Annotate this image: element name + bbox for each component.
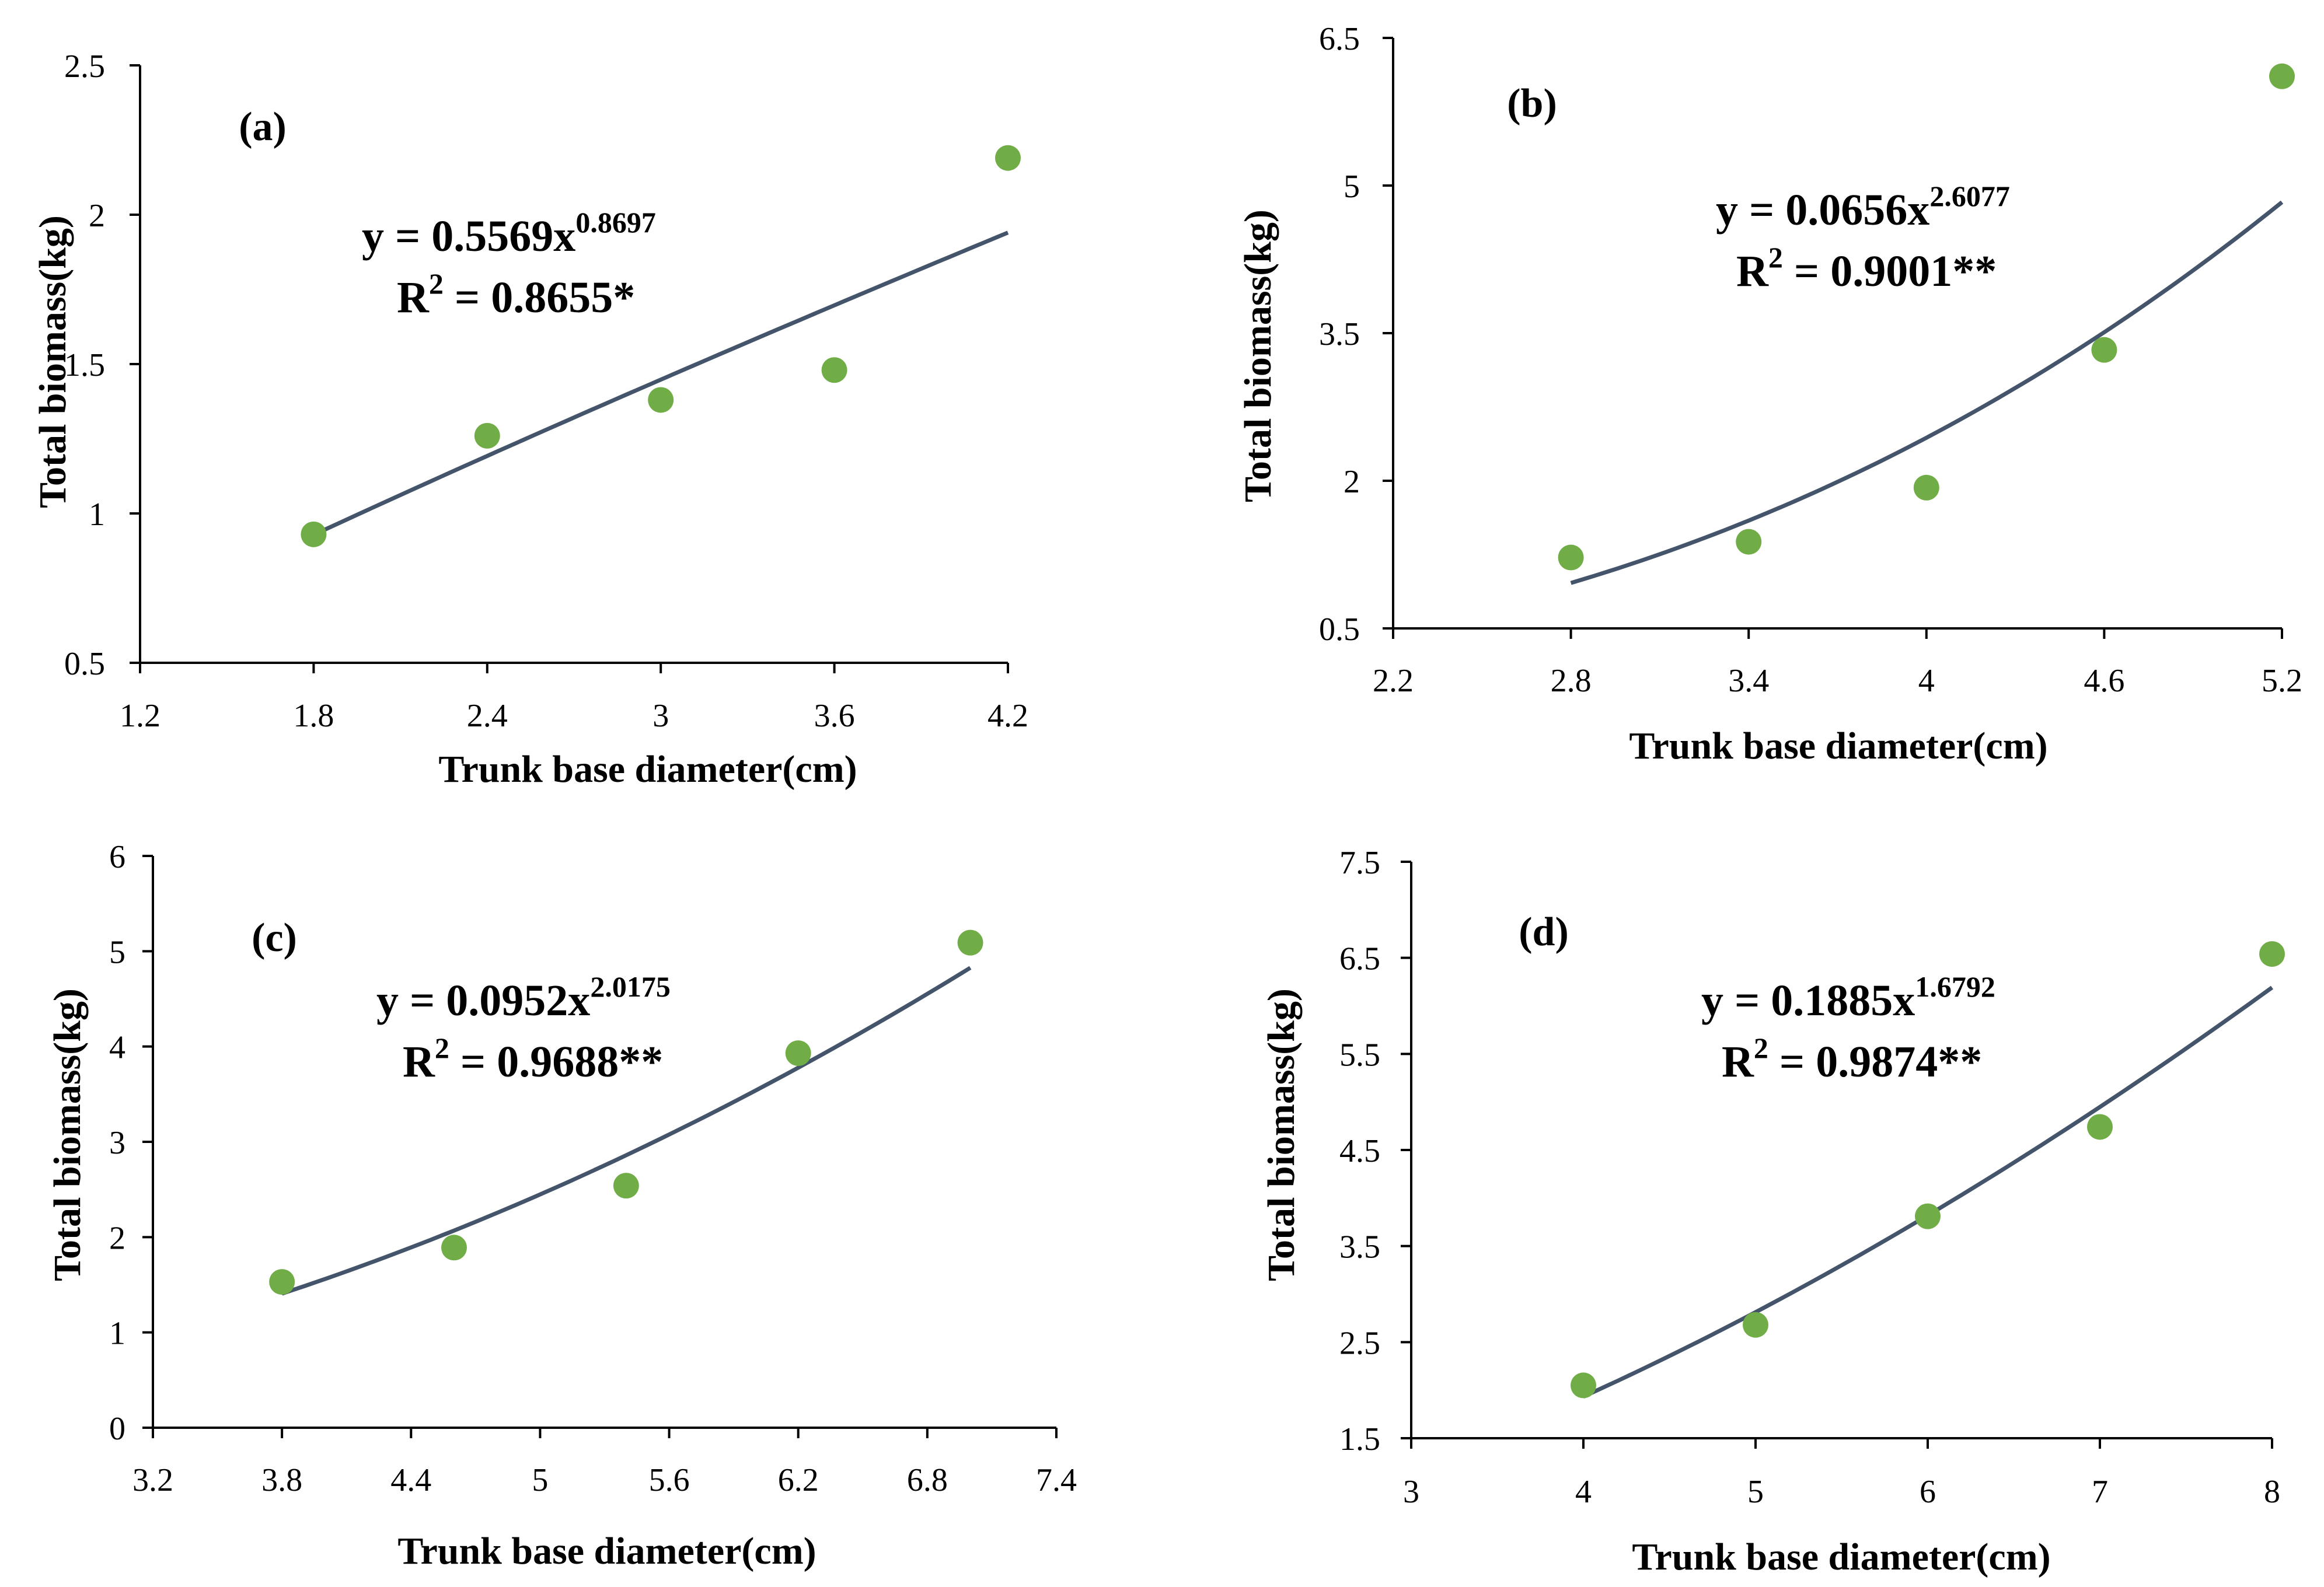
panel-label: (b) [1507, 81, 1557, 126]
y-tick-label: 5 [109, 934, 125, 970]
data-point [1913, 474, 1939, 501]
panel-a: 1.2 1.8 2.4 3 3.6 4.2 0.5 1 1.5 2 2.5 (a) Trunk base… [32, 48, 1028, 791]
panel-label: (c) [252, 915, 297, 960]
data-point [474, 422, 500, 449]
x-tick-label: 5 [532, 1462, 548, 1498]
x-axis-title: Trunk base diameter(cm) [438, 748, 857, 791]
x-tick-label: 3.6 [814, 698, 855, 734]
data-point [957, 929, 983, 956]
y-tick-label: 6 [109, 839, 125, 875]
fit-curve [281, 966, 972, 1296]
y-tick-label: 4 [109, 1030, 125, 1066]
x-tick-label: 1.8 [293, 698, 334, 734]
x-tick-label: 5 [1747, 1474, 1764, 1510]
data-point [2087, 1114, 2113, 1140]
x-tick-label: 8 [2264, 1474, 2280, 1510]
panel-label: (a) [239, 104, 287, 149]
y-tick-label: 5.5 [1339, 1037, 1380, 1073]
fit-equation: y = 0.0952x2.0175 [376, 970, 671, 1025]
x-tick-label: 3.8 [261, 1462, 302, 1498]
y-axis-title: Total biomass(kg) [46, 988, 89, 1281]
x-tick-label: 7 [2092, 1474, 2108, 1510]
y-tick-label: 1.5 [64, 347, 105, 383]
x-axis-title: Trunk base diameter(cm) [1632, 1536, 2050, 1578]
panel-d: 3 4 5 6 7 8 1.5 2.5 3.5 4.5 5.5 6.5 7.5 (d) Trunk base… [1260, 845, 2285, 1578]
data-point [2269, 63, 2295, 89]
x-tick-label: 4 [1918, 663, 1935, 699]
y-tick-label: 6.5 [1319, 21, 1360, 57]
y-tick-label: 1 [89, 497, 105, 533]
x-tick-label: 5.2 [2262, 663, 2302, 699]
x-tick-label: 5.6 [649, 1462, 690, 1498]
data-point [1571, 1372, 1596, 1399]
y-tick-label: 2 [89, 198, 105, 234]
r-squared: R2 = 0.9001** [1736, 241, 1997, 296]
x-tick-label: 6.2 [778, 1462, 819, 1498]
x-tick-label: 4.4 [390, 1462, 431, 1498]
data-point [613, 1173, 639, 1199]
data-point [301, 521, 327, 547]
y-tick-label: 0.5 [1319, 611, 1360, 648]
x-axis-title: Trunk base diameter(cm) [1629, 725, 2047, 767]
data-point [1558, 544, 1584, 571]
data-point [1743, 1312, 1768, 1338]
x-tick-label: 3 [1403, 1474, 1419, 1510]
y-tick-label: 2 [1344, 464, 1360, 500]
x-tick-label: 2.8 [1551, 663, 1592, 699]
y-tick-label: 4.5 [1339, 1133, 1380, 1169]
r-squared: R2 = 0.9688** [403, 1032, 663, 1086]
data-point [995, 145, 1021, 171]
y-tick-label: 3.5 [1339, 1229, 1380, 1266]
y-tick-label: 2.5 [64, 48, 105, 85]
y-axis-title: Total biomass(kg) [1237, 209, 1279, 502]
panel-b: 2.2 2.8 3.4 4 4.6 5.2 0.5 2 3.5 5 6.5 (b) Trunk base… [1237, 21, 2302, 767]
x-tick-label: 1.2 [120, 698, 160, 734]
data-point [441, 1235, 467, 1261]
x-tick-label: 4.6 [2084, 663, 2124, 699]
data-point [821, 357, 847, 383]
y-tick-label: 7.5 [1339, 845, 1380, 881]
data-point [1736, 529, 1762, 555]
y-tick-label: 1 [109, 1316, 125, 1352]
x-tick-label: 3 [652, 698, 669, 734]
y-tick-label: 2 [109, 1220, 125, 1256]
data-point [648, 387, 674, 413]
data-point [2091, 337, 2117, 363]
data-point [269, 1269, 295, 1295]
fit-equation: y = 0.0656x2.6077 [1716, 180, 2010, 235]
y-tick-label: 6.5 [1339, 941, 1380, 977]
x-tick-label: 6 [1920, 1474, 1936, 1510]
y-tick-label: 5 [1344, 169, 1360, 205]
fit-curve [1570, 200, 2284, 585]
x-tick-label: 4.2 [987, 698, 1028, 734]
x-tick-label: 3.2 [132, 1462, 173, 1498]
x-tick-label: 7.4 [1036, 1462, 1077, 1498]
panel-c: 3.2 3.8 4.4 5 5.6 6.2 6.8 7.4 0 1 2 3 4 5 6 (c) Trunk ba… [46, 839, 1077, 1572]
y-axis-title: Total biomass(kg) [1260, 988, 1303, 1281]
fit-equation: y = 0.1885x1.6792 [1701, 970, 1995, 1025]
x-tick-label: 3.4 [1728, 663, 1769, 699]
y-tick-label: 1.5 [1339, 1421, 1380, 1457]
x-axis-title: Trunk base diameter(cm) [397, 1530, 816, 1572]
x-tick-label: 2.4 [467, 698, 508, 734]
x-tick-label: 2.2 [1373, 663, 1414, 699]
data-point [2259, 941, 2285, 967]
fit-equation: y = 0.5569x0.8697 [362, 206, 656, 261]
y-tick-label: 0.5 [64, 646, 105, 682]
x-tick-label: 6.8 [907, 1462, 948, 1498]
y-tick-label: 0 [109, 1411, 125, 1447]
y-tick-label: 2.5 [1339, 1325, 1380, 1361]
data-point [1915, 1203, 1941, 1229]
fit-curve [312, 230, 1009, 537]
x-tick-label: 4 [1575, 1474, 1592, 1510]
r-squared: R2 = 0.9874** [1722, 1032, 1982, 1086]
y-axis-title: Total biomass(kg) [32, 215, 74, 508]
y-tick-label: 3 [109, 1125, 125, 1161]
r-squared: R2 = 0.8655* [397, 267, 635, 322]
y-tick-label: 3.5 [1319, 316, 1360, 352]
panel-label: (d) [1519, 910, 1569, 955]
data-point [785, 1040, 811, 1067]
